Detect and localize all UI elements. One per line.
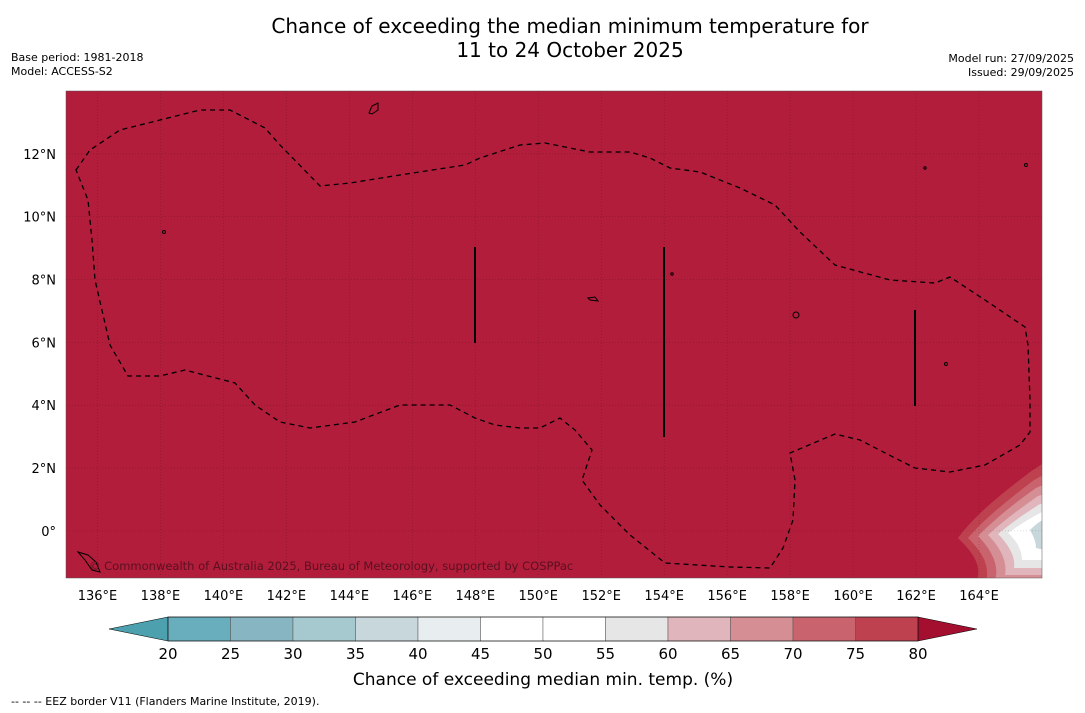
- colorbar-segment: [667, 616, 731, 642]
- island-chuuk: [586, 296, 600, 302]
- base-period: Base period: 1981-2018: [11, 51, 144, 64]
- island-guam: [368, 102, 379, 115]
- lat-tick-label: 12°N: [23, 148, 56, 163]
- colorbar-segment: [355, 616, 419, 642]
- colorbar-tick-label: 45: [471, 645, 490, 663]
- metadata-left: Base period: 1981-2018 Model: ACCESS-S2: [11, 51, 143, 79]
- colorbar-segment: [417, 616, 481, 642]
- eez-footnote: -- -- -- EEZ border V11 (Flanders Marine…: [11, 695, 320, 708]
- title-line-1: Chance of exceeding the median minimum t…: [271, 14, 869, 38]
- lon-tick-label: 142°E: [267, 589, 307, 604]
- copyright-text: © Commonwealth of Australia 2025, Bureau…: [89, 559, 573, 573]
- island: [162, 230, 166, 234]
- eez-border: [75, 109, 1031, 569]
- lat-tick-label: 6°N: [32, 336, 57, 351]
- colorbar-segment: [605, 616, 669, 642]
- colorbar-segment: [542, 616, 606, 642]
- lon-tick-label: 164°E: [959, 589, 999, 604]
- model-run: Model run: 27/09/2025: [948, 52, 1074, 65]
- colorbar-tick-label: 80: [908, 645, 927, 663]
- colorbar-tick-label: 55: [596, 645, 615, 663]
- island-kosrae: [944, 362, 948, 366]
- lat-tick-label: 2°N: [32, 462, 57, 477]
- colorbar-segment: [792, 616, 856, 642]
- colorbar-tick-label: 60: [658, 645, 677, 663]
- model-name: Model: ACCESS-S2: [11, 65, 113, 78]
- issued-date: Issued: 29/09/2025: [967, 66, 1074, 79]
- lon-tick-label: 154°E: [644, 589, 684, 604]
- lon-tick-label: 138°E: [141, 589, 181, 604]
- colorbar-tick-label: 65: [721, 645, 740, 663]
- map-frame: [65, 90, 1043, 579]
- colorbar-tick-label: 30: [283, 645, 302, 663]
- lon-tick-label: 140°E: [204, 589, 244, 604]
- coastline-new-guinea: [76, 551, 101, 573]
- islands: [76, 102, 1028, 573]
- title-line-2: 11 to 24 October 2025: [456, 38, 684, 62]
- low-probability-area: [958, 464, 1042, 578]
- lon-tick-label: 156°E: [707, 589, 747, 604]
- colorbar-segment: [167, 616, 231, 642]
- colorbar-tick-label: 40: [408, 645, 427, 663]
- colorbar-segment: [292, 616, 356, 642]
- colorbar-segment: [480, 616, 544, 642]
- longitude-labels: 136°E 138°E 140°E 142°E 144°E 146°E 148°E 150°E…: [78, 589, 999, 604]
- colorbar-tick-label: 35: [346, 645, 365, 663]
- island: [1024, 163, 1028, 167]
- lon-tick-label: 146°E: [393, 589, 433, 604]
- lon-tick-label: 162°E: [896, 589, 936, 604]
- lat-tick-label: 8°N: [32, 274, 57, 289]
- colorbar-segment: [230, 616, 294, 642]
- metadata-right: Model run: 27/09/2025 Issued: 29/09/2025: [948, 52, 1074, 80]
- colorbar-tick-label: 75: [846, 645, 865, 663]
- map-title: Chance of exceeding the median minimum t…: [0, 14, 1085, 62]
- lon-tick-label: 144°E: [330, 589, 370, 604]
- colorbar-segment: [730, 616, 794, 642]
- lon-tick-label: 150°E: [518, 589, 558, 604]
- lon-tick-label: 160°E: [833, 589, 873, 604]
- colorbar-frame: [167, 616, 919, 642]
- boundary-lines: [474, 247, 916, 437]
- colorbar-label: Chance of exceeding median min. temp. (%…: [353, 670, 733, 690]
- island-pohnpei: [792, 311, 800, 319]
- island: [923, 166, 927, 170]
- latitude-labels: 12°N 10°N 8°N 6°N 4°N 2°N 0°: [23, 148, 56, 540]
- colorbar-tick-label: 25: [221, 645, 240, 663]
- lon-tick-label: 158°E: [770, 589, 810, 604]
- lon-tick-label: 136°E: [78, 589, 118, 604]
- lat-tick-label: 10°N: [23, 211, 56, 226]
- map-area: [66, 91, 1042, 578]
- lon-tick-label: 148°E: [456, 589, 496, 604]
- colorbar-tick-label: 50: [533, 645, 552, 663]
- colorbar-tick-label: 70: [783, 645, 802, 663]
- colorbar-tick-label: 20: [158, 645, 177, 663]
- lon-tick-label: 152°E: [581, 589, 621, 604]
- lat-tick-label: 4°N: [32, 399, 57, 414]
- colorbar: 20 25 30 35 40 45 50 55 60 65 70 75 80: [108, 616, 978, 663]
- colorbar-over-arrow: [917, 616, 978, 642]
- colorbar-segment: [855, 616, 919, 642]
- island: [670, 272, 674, 276]
- colorbar-under-arrow: [108, 616, 169, 642]
- lat-tick-label: 0°: [41, 525, 56, 540]
